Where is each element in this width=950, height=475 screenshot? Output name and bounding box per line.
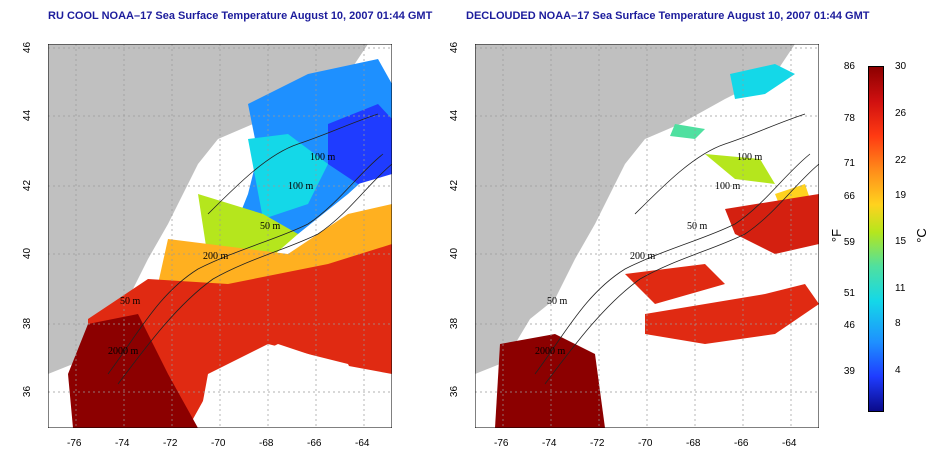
hot-water-region: [495, 334, 605, 428]
y-tick-label: 44: [22, 109, 34, 122]
y-tick-label: 40: [449, 247, 461, 260]
x-tick-label: -70: [638, 438, 653, 449]
fahrenheit-unit-label: °F: [829, 228, 845, 243]
x-tick-label: -66: [307, 438, 322, 449]
fahrenheit-tick: 39: [843, 366, 855, 377]
celsius-tick: 15: [895, 236, 907, 247]
bathymetry-contours: [107, 113, 392, 385]
y-tick-label: 36: [22, 385, 34, 398]
fahrenheit-tick: 51: [843, 288, 855, 299]
fahrenheit-tick: 46: [843, 320, 855, 331]
celsius-tick: 4: [895, 365, 901, 376]
celsius-unit-label: °C: [913, 228, 929, 243]
warm-water-patch: [725, 194, 819, 254]
hot-water-region: [68, 314, 198, 428]
contour-label: 50 m: [260, 221, 281, 232]
y-tick-label: 42: [449, 179, 461, 192]
y-tick-label: 40: [22, 247, 34, 260]
y-tick-label: 36: [449, 385, 461, 398]
y-tick-label: 38: [22, 317, 34, 330]
x-tick-label: -68: [686, 438, 701, 449]
yellow-water-region: [158, 204, 392, 299]
x-tick-label: -66: [734, 438, 749, 449]
celsius-tick: 8: [895, 318, 901, 329]
cool-water-patch: [730, 64, 795, 99]
contour-label: 100 m: [310, 152, 336, 163]
contour-label: 50 m: [120, 296, 141, 307]
x-tick-label: -72: [163, 438, 178, 449]
x-tick-label: -76: [67, 438, 82, 449]
fahrenheit-tick: 71: [843, 158, 855, 169]
left-map-title: RU COOL NOAA–17 Sea Surface Temperature …: [48, 10, 433, 22]
x-tick-label: -72: [590, 438, 605, 449]
x-tick-label: -74: [542, 438, 557, 449]
cold-water-region: [328, 104, 392, 184]
celsius-tick: 30: [895, 61, 907, 72]
x-tick-label: -76: [494, 438, 509, 449]
contour-label: 50 m: [687, 221, 708, 232]
temperature-colorbar: [868, 66, 884, 412]
contour-label: 100 m: [737, 152, 763, 163]
cloud-gap: [198, 344, 368, 428]
x-tick-label: -70: [211, 438, 226, 449]
fahrenheit-tick: 78: [843, 113, 855, 124]
warm-water-patch: [645, 284, 819, 344]
contour-label: 200 m: [630, 251, 656, 262]
grid-lines: [48, 44, 392, 428]
left-map-canvas: 100 m 100 m 50 m 200 m 50 m 2000 m: [48, 44, 392, 428]
celsius-tick: 11: [895, 283, 906, 294]
contour-label: 100 m: [715, 181, 741, 192]
fahrenheit-tick: 66: [843, 191, 855, 202]
y-tick-label: 44: [449, 109, 461, 122]
y-tick-label: 42: [22, 179, 34, 192]
contour-label: 200 m: [203, 251, 229, 262]
y-tick-label: 38: [449, 317, 461, 330]
bathymetry-contours: [534, 113, 819, 385]
green-water-patch: [705, 154, 775, 184]
celsius-tick: 19: [895, 190, 907, 201]
celsius-tick: 26: [895, 108, 907, 119]
y-tick-label: 46: [22, 41, 34, 54]
celsius-tick: 22: [895, 155, 907, 166]
fahrenheit-tick: 86: [843, 61, 855, 72]
grid-lines: [475, 44, 819, 428]
contour-label: 50 m: [547, 296, 568, 307]
right-map-canvas: 100 m 100 m 50 m 200 m 50 m 2000 m: [475, 44, 819, 428]
left-sst-map: 100 m 100 m 50 m 200 m 50 m 2000 m: [48, 44, 392, 428]
x-tick-label: -64: [782, 438, 797, 449]
contour-label: 2000 m: [535, 346, 566, 357]
land-mass: [475, 44, 795, 374]
contour-label: 100 m: [288, 181, 314, 192]
x-tick-label: -64: [355, 438, 370, 449]
x-tick-label: -68: [259, 438, 274, 449]
land-mass: [48, 44, 368, 374]
y-tick-label: 46: [449, 41, 461, 54]
right-sst-map: 100 m 100 m 50 m 200 m 50 m 2000 m: [475, 44, 819, 428]
x-tick-label: -74: [115, 438, 130, 449]
green-water-patch: [670, 124, 705, 139]
right-map-title: DECLOUDED NOAA–17 Sea Surface Temperatur…: [466, 10, 870, 22]
fahrenheit-tick: 59: [843, 237, 855, 248]
contour-label: 2000 m: [108, 346, 139, 357]
